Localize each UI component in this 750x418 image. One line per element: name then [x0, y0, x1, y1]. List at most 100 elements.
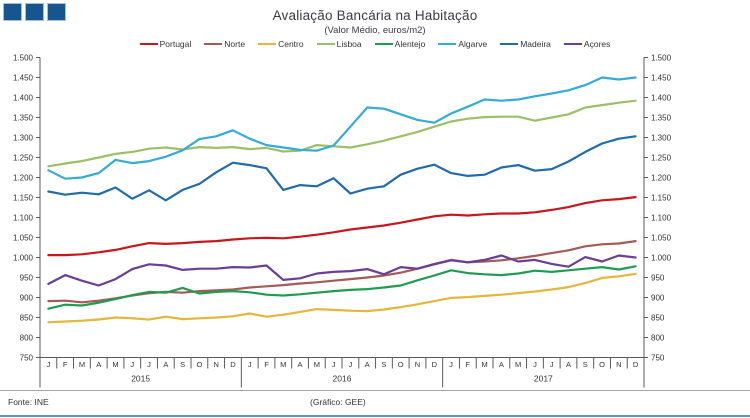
- y-axis-label-right: 750: [651, 353, 665, 362]
- month-label: D: [432, 360, 438, 369]
- month-label: A: [96, 360, 101, 369]
- month-label: J: [248, 360, 252, 369]
- y-axis-label-left: 950: [20, 273, 34, 282]
- bottom-accent-bar: [0, 415, 750, 417]
- y-axis-label-left: 1.450: [13, 73, 34, 82]
- month-label: J: [130, 360, 134, 369]
- month-label: O: [398, 360, 404, 369]
- series-line-acores: [47, 254, 637, 287]
- month-label: F: [264, 360, 269, 369]
- y-axis-label-right: 1.350: [651, 113, 672, 122]
- legend-swatch-algarve: [438, 42, 457, 46]
- month-label: D: [633, 360, 639, 369]
- chart-legend: Portugal Norte Centro Lisboa Alentejo Algarve…: [0, 39, 750, 49]
- month-label: M: [314, 360, 320, 369]
- y-axis-label-right: 1.400: [651, 93, 672, 102]
- month-label: J: [550, 360, 554, 369]
- footer-credit: (Gráfico: GEE): [310, 397, 366, 407]
- legend-swatch-lisboa: [316, 42, 335, 46]
- y-axis-label-left: 1.150: [13, 193, 34, 202]
- month-label: J: [147, 360, 151, 369]
- y-axis-label-right: 800: [651, 333, 665, 342]
- legend-item-centro: Centro: [258, 39, 304, 49]
- month-label: S: [381, 360, 386, 369]
- legend-item-madeira: Madeira: [500, 39, 551, 49]
- chart-subtitle: (Valor Médio, euros/m2): [324, 25, 426, 36]
- logo-square: [3, 3, 22, 21]
- y-axis-label-right: 850: [651, 313, 665, 322]
- month-label: S: [583, 360, 588, 369]
- legend-item-norte: Norte: [204, 39, 245, 49]
- series-line-centro: [47, 272, 637, 324]
- legend-label-algarve: Algarve: [458, 39, 488, 49]
- month-label: F: [63, 360, 68, 369]
- month-label: F: [466, 360, 471, 369]
- y-axis-label-left: 750: [20, 353, 34, 362]
- legend-label-portugal: Portugal: [159, 39, 192, 49]
- legend-label-centro: Centro: [278, 39, 304, 49]
- legend-label-alentejo: Alentejo: [394, 39, 426, 49]
- chart-title: Avaliação Bancária na Habitação: [272, 8, 478, 23]
- y-axis-label-right: 950: [651, 273, 665, 282]
- gee-logo: [3, 3, 66, 21]
- y-axis-label-right: 1.250: [651, 153, 672, 162]
- legend-swatch-portugal: [139, 42, 158, 46]
- month-label: M: [280, 360, 286, 369]
- month-label: M: [515, 360, 521, 369]
- month-label: N: [415, 360, 420, 369]
- legend-label-madeira: Madeira: [520, 39, 551, 49]
- month-label: D: [230, 360, 236, 369]
- legend-label-norte: Norte: [224, 39, 246, 49]
- y-axis-label-left: 850: [20, 313, 34, 322]
- footer-source: Fonte: INE: [8, 397, 49, 407]
- month-label: M: [112, 360, 118, 369]
- y-axis-label-left: 1.350: [13, 113, 34, 122]
- y-axis-label-right: 1.150: [651, 193, 672, 202]
- legend-label-acores: Açores: [583, 39, 611, 49]
- month-label: M: [79, 360, 85, 369]
- month-label: J: [533, 360, 537, 369]
- series-line-portugal: [47, 196, 637, 257]
- month-label: A: [365, 360, 370, 369]
- legend-item-portugal: Portugal: [139, 39, 192, 49]
- legend-item-lisboa: Lisboa: [316, 39, 362, 49]
- y-axis-label-left: 1.000: [13, 253, 34, 262]
- month-label: O: [196, 360, 202, 369]
- legend-swatch-alentejo: [374, 42, 393, 46]
- legend-item-algarve: Algarve: [438, 39, 487, 49]
- y-axis-label-left: 900: [20, 293, 34, 302]
- legend-swatch-madeira: [500, 42, 519, 46]
- y-axis-label-right: 1.500: [651, 53, 672, 62]
- legend-swatch-centro: [258, 42, 277, 46]
- logo-square: [47, 3, 66, 21]
- y-axis-label-right: 1.100: [651, 213, 672, 222]
- month-label: J: [47, 360, 51, 369]
- month-label: A: [499, 360, 504, 369]
- series-line-madeira: [47, 135, 637, 202]
- y-axis-label-right: 1.200: [651, 173, 672, 182]
- legend-swatch-acores: [563, 42, 582, 46]
- month-label: M: [481, 360, 487, 369]
- y-axis-label-right: 1.300: [651, 133, 672, 142]
- series-line-lisboa: [47, 99, 637, 168]
- month-label: O: [599, 360, 605, 369]
- legend-item-acores: Açores: [563, 39, 611, 49]
- month-label: A: [298, 360, 303, 369]
- month-label: N: [616, 360, 621, 369]
- month-label: N: [213, 360, 218, 369]
- legend-label-lisboa: Lisboa: [336, 39, 362, 49]
- legend-item-alentejo: Alentejo: [374, 39, 426, 49]
- y-axis-label-right: 900: [651, 293, 665, 302]
- y-axis-label-left: 1.100: [13, 213, 34, 222]
- footer-divider: [0, 390, 750, 391]
- logo-square: [25, 3, 44, 21]
- y-axis-label-left: 1.050: [13, 233, 34, 242]
- y-axis-label-right: 1.450: [651, 73, 672, 82]
- legend-swatch-norte: [204, 42, 223, 46]
- month-label: J: [449, 360, 453, 369]
- y-axis-label-right: 1.050: [651, 233, 672, 242]
- year-label: 2015: [131, 374, 150, 384]
- month-label: A: [163, 360, 168, 369]
